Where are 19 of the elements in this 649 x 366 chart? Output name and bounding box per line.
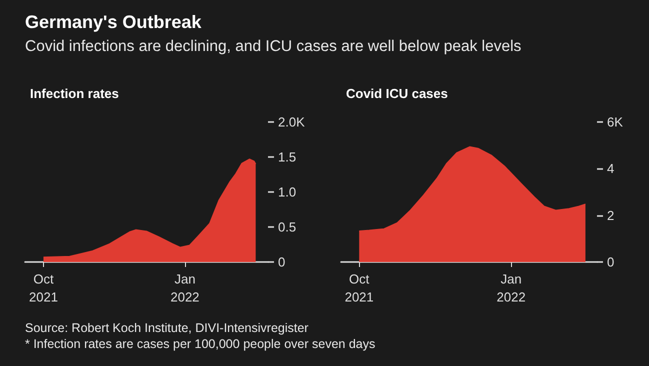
y-tick-label: 4 — [607, 161, 614, 176]
chart-subtitle: Covid infections are declining, and ICU cases are well below peak levels — [25, 38, 522, 56]
y-tick-label: 0 — [278, 254, 286, 270]
x-tick-label: Oct 2021 — [344, 272, 374, 304]
text: * Infection rates are cases per 100,000 people over seven days — [25, 336, 376, 352]
y-tick-label: 0 — [607, 254, 614, 270]
y-axis-title: Covid ICU cases — [346, 86, 448, 101]
y-axis-title: Infection rates — [30, 86, 119, 101]
y-tick-label: 6K — [607, 114, 624, 130]
x-tick-label: Oct 2021 — [28, 272, 58, 304]
y-tick-label: 1.0 — [278, 184, 296, 200]
chart-title: Germany's Outbreak — [25, 12, 202, 33]
y-tick-label: 2.0K — [278, 114, 306, 130]
source-note: Source: Robert Koch Institute, DIVI-Intensivregister — [25, 320, 310, 336]
y-tick-label: 0.5 — [278, 220, 296, 234]
x-tick-label: Jan 2022 — [496, 272, 526, 304]
x-tick-label: Jan 2022 — [170, 272, 200, 304]
y-tick-label: 1.5 — [278, 150, 296, 164]
y-tick-label: 2 — [607, 208, 614, 223]
